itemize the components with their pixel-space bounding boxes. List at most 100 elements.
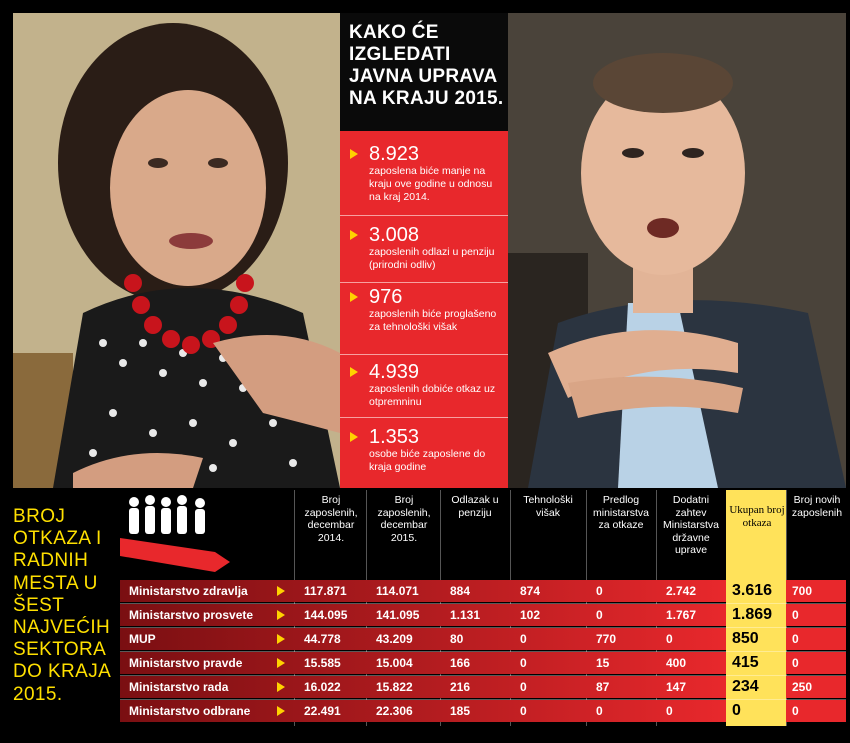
fact-divider <box>340 215 508 216</box>
row-label: Ministarstvo prosvete <box>129 608 254 622</box>
center-title: KAKO ĆE IZGLEDATI JAVNA UPRAVA NA KRAJU … <box>349 22 504 109</box>
row-background <box>120 628 726 650</box>
triangle-arrow-icon <box>277 682 285 692</box>
column-header: Broj zaposlenih, decembar 2014. <box>304 494 358 544</box>
table-cell: 0 <box>792 608 799 622</box>
table-cell: 44.778 <box>304 632 341 646</box>
table-cell: 15.585 <box>304 656 341 670</box>
row-background <box>786 628 846 650</box>
table-cell: 2.742 <box>666 584 697 598</box>
fact-divider <box>340 282 508 283</box>
row-divider <box>120 627 846 628</box>
table-cell: 0 <box>792 704 799 718</box>
triangle-arrow-icon <box>350 292 358 302</box>
table-cell: 102 <box>520 608 541 622</box>
row-divider <box>120 651 846 652</box>
table-cell: 0 <box>520 656 527 670</box>
total-value-cell: 1.869 <box>732 606 773 623</box>
data-table: Ministarstvo zdravlja 117.871 114.071 884 87… <box>120 580 846 725</box>
table-cell: 1.767 <box>666 608 697 622</box>
table-cell: 185 <box>450 704 471 718</box>
fact-text: zaposlenih biće proglašeno za tehnološki… <box>369 308 497 333</box>
side-title: BROJ OTKAZA I RADNIH MESTA U ŠEST NAJVEĆ… <box>13 506 111 705</box>
triangle-arrow-icon <box>350 367 358 377</box>
table-cell: 114.071 <box>376 584 419 598</box>
photo-right-man <box>508 13 846 488</box>
table-cell: 144.095 <box>304 608 348 622</box>
fact-text: osobe biće zaposlene do kraja godine <box>369 448 486 473</box>
table-cell: 884 <box>450 584 471 598</box>
total-value-cell: 0 <box>732 702 741 719</box>
table-cell: 141.095 <box>376 608 420 622</box>
row-label: Ministarstvo zdravlja <box>129 584 248 598</box>
triangle-arrow-icon <box>277 706 285 716</box>
fact-number: 4.939 <box>369 361 420 383</box>
table-cell: 700 <box>792 584 813 598</box>
table-cell: 400 <box>666 656 687 670</box>
table-cell: 22.491 <box>304 704 341 718</box>
table-cell: 0 <box>792 656 799 670</box>
row-divider <box>120 603 846 604</box>
table-cell: 770 <box>596 632 617 646</box>
fact-divider <box>340 354 508 355</box>
row-divider <box>120 675 846 676</box>
row-label: MUP <box>129 632 156 646</box>
row-background <box>786 676 846 698</box>
total-value-cell: 234 <box>732 678 759 695</box>
triangle-arrow-icon <box>350 149 358 159</box>
row-background <box>786 652 846 674</box>
table-cell: 15.004 <box>376 656 413 670</box>
table-row: Ministarstvo odbrane 22.491 22.306 185 0 0 0 0 0 <box>120 700 846 722</box>
table-cell: 250 <box>792 680 813 694</box>
row-label: Ministarstvo pravde <box>129 656 243 670</box>
column-header: Broj zaposlenih, decembar 2015. <box>377 494 431 544</box>
photo-right-illustration <box>508 13 846 488</box>
table-cell: 0 <box>666 632 673 646</box>
triangle-arrow-icon <box>277 634 285 644</box>
table-cell: 0 <box>596 704 603 718</box>
table-cell: 147 <box>666 680 687 694</box>
triangle-arrow-icon <box>350 230 358 240</box>
fact-number: 3.008 <box>369 224 420 246</box>
triangle-arrow-icon <box>277 658 285 668</box>
row-background <box>120 652 726 674</box>
photo-left-woman <box>13 13 340 488</box>
total-value-cell: 415 <box>732 654 759 671</box>
table-cell: 15.822 <box>376 680 413 694</box>
people-icon <box>120 495 230 572</box>
column-header: Predlog ministarstva za otkaze <box>592 494 649 531</box>
fact-text: zaposlenih odlazi u penziju (prirodni od… <box>369 246 495 271</box>
table-row: Ministarstvo pravde 15.585 15.004 166 0 15 400… <box>120 652 846 674</box>
table-cell: 0 <box>596 584 603 598</box>
total-value-cell: 3.616 <box>732 582 773 599</box>
column-header: Broj novih zaposlenih <box>791 494 843 519</box>
row-divider <box>120 699 846 700</box>
table-row: Ministarstvo prosvete 144.095 141.095 1.131… <box>120 604 846 626</box>
column-header: Tehnološki višak <box>523 494 573 519</box>
column-header-total: Ukupan broj otkaza <box>729 504 785 529</box>
table-cell: 0 <box>520 680 527 694</box>
table-cell: 0 <box>520 632 527 646</box>
row-label: Ministarstvo rada <box>129 680 229 694</box>
table-cell: 22.306 <box>376 704 413 718</box>
facts-panel: 8.923 zaposlena biće manje na kraju ove … <box>340 131 508 488</box>
total-column-highlight <box>726 490 786 726</box>
row-background <box>786 580 846 602</box>
row-background <box>120 676 726 698</box>
row-background <box>120 580 726 602</box>
row-label: Ministarstvo odbrane <box>129 704 251 718</box>
table-cell: 0 <box>666 704 673 718</box>
triangle-arrow-icon <box>350 432 358 442</box>
table-row: Ministarstvo rada 16.022 15.822 216 0 87 147 23… <box>120 676 846 698</box>
total-value-cell: 850 <box>732 630 759 647</box>
table-cell: 15 <box>596 656 610 670</box>
row-background <box>120 700 726 722</box>
triangle-arrow-icon <box>277 610 285 620</box>
table-cell: 0 <box>792 632 799 646</box>
row-background <box>120 604 726 626</box>
table-cell: 0 <box>596 608 603 622</box>
fact-text: zaposlenih dobiće otkaz uz otpremninu <box>369 383 496 408</box>
row-background <box>786 700 846 722</box>
table-cell: 874 <box>520 584 541 598</box>
